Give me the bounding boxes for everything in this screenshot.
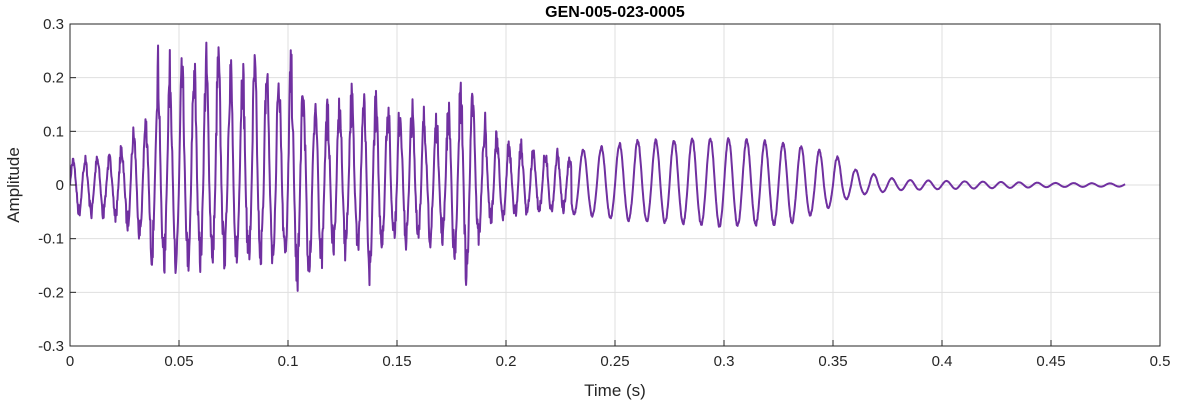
- y-axis-title: Amplitude: [4, 147, 23, 223]
- chart-title: GEN-005-023-0005: [545, 4, 685, 21]
- x-tick-label: 0.1: [278, 353, 299, 370]
- x-tick-label: 0.45: [1036, 353, 1065, 370]
- y-tick-label: 0.2: [43, 70, 64, 87]
- series-group: [70, 41, 1126, 292]
- x-axis-title: Time (s): [584, 381, 646, 400]
- y-tick-label: 0.3: [43, 16, 64, 33]
- x-ticks: 0 0.05 0.1 0.15 0.2 0.25 0.3 0.35 0.4 0.45 0.5: [66, 340, 1171, 370]
- x-tick-label: 0.35: [818, 353, 847, 370]
- y-tick-label: -0.1: [38, 231, 64, 248]
- y-tick-label: 0.1: [43, 123, 64, 140]
- x-tick-label: 0.5: [1150, 353, 1171, 370]
- x-tick-label: 0.15: [382, 353, 411, 370]
- x-tick-label: 0.4: [932, 353, 953, 370]
- waveform-series-line: [70, 41, 1126, 292]
- x-tick-label: 0: [66, 353, 74, 370]
- y-tick-label: -0.2: [38, 284, 64, 301]
- y-tick-label: -0.3: [38, 338, 64, 355]
- y-tick-label: 0: [56, 177, 64, 194]
- x-tick-label: 0.3: [714, 353, 735, 370]
- x-tick-label: 0.05: [164, 353, 193, 370]
- x-tick-label: 0.25: [600, 353, 629, 370]
- y-ticks: -0.3 -0.2 -0.1 0 0.1 0.2 0.3: [38, 16, 76, 355]
- x-tick-label: 0.2: [496, 353, 517, 370]
